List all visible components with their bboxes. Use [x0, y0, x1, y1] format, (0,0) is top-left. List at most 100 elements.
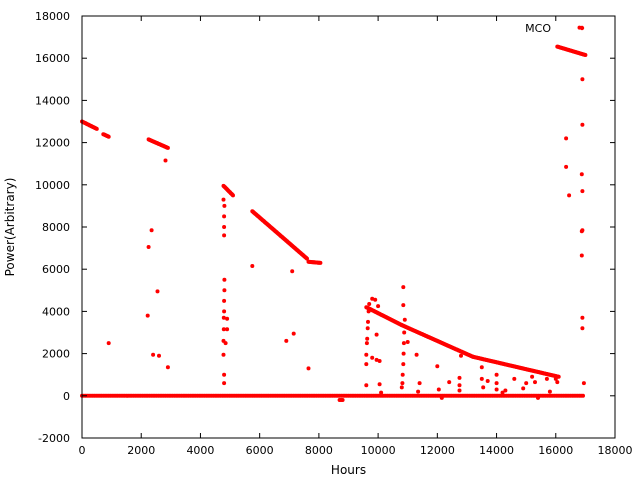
outlier-point [494, 381, 499, 386]
outlier-point [555, 380, 560, 385]
data-point [318, 260, 323, 265]
outlier-point [340, 398, 345, 402]
legend: MCO [525, 22, 585, 35]
outlier-point [222, 203, 227, 208]
outlier-point [151, 352, 156, 357]
outlier-point [225, 316, 230, 321]
outlier-point [157, 353, 161, 358]
outlier-point [400, 372, 405, 377]
outlier-point [379, 390, 384, 395]
outlier-point [222, 372, 227, 377]
x-tick-label: 16000 [538, 444, 573, 457]
outlier-point [365, 336, 370, 341]
outlier-point [567, 193, 572, 198]
outlier-point [222, 225, 227, 229]
y-tick-label: 16000 [35, 52, 70, 65]
outlier-point [436, 387, 441, 392]
outlier-point [221, 197, 226, 202]
outlier-point [416, 389, 421, 394]
outlier-point [222, 233, 227, 238]
outlier-point [553, 376, 558, 381]
outlier-point [291, 331, 296, 336]
outlier-point [370, 296, 375, 301]
y-tick-label: 14000 [35, 94, 70, 107]
outlier-point [533, 380, 537, 385]
outlier-point [485, 379, 490, 383]
outlier-point [222, 277, 227, 282]
data-point [583, 53, 588, 57]
outlier-point [579, 253, 584, 258]
outlier-point [222, 214, 227, 219]
outlier-point [165, 365, 170, 370]
outlier-point [547, 389, 552, 394]
outlier-point [481, 385, 486, 390]
outlier-point [221, 352, 226, 357]
y-tick-label: 12000 [35, 137, 70, 150]
outlier-point [503, 388, 508, 393]
outlier-point [401, 362, 406, 367]
outlier-point [459, 353, 463, 358]
outlier-point [366, 309, 371, 314]
outlier-point [222, 288, 227, 293]
outlier-point [221, 315, 226, 320]
outlier-point [290, 269, 295, 274]
outlier-point [365, 326, 370, 331]
x-tick-label: 10000 [361, 444, 396, 457]
outlier-point [306, 366, 311, 371]
y-tick-label: -2000 [38, 432, 70, 445]
x-tick-label: 12000 [420, 444, 455, 457]
x-tick-label: 18000 [598, 444, 633, 457]
outlier-point [521, 386, 526, 391]
outlier-point [564, 136, 569, 141]
outlier-point [250, 264, 255, 268]
outlier-point [222, 298, 227, 303]
outlier-point [402, 317, 407, 322]
x-tick-label: 4000 [186, 444, 214, 457]
outlier-point [377, 359, 382, 363]
outlier-point [149, 228, 154, 233]
outlier-point [106, 341, 111, 346]
outlier-point [479, 365, 484, 370]
outlier-point [222, 309, 227, 314]
y-tick-label: 2000 [42, 348, 70, 361]
outlier-point [366, 319, 370, 324]
data-point [231, 193, 235, 198]
outlier-point [284, 338, 289, 343]
data-point [556, 374, 561, 379]
outlier-point [222, 381, 227, 386]
outlier-point [414, 352, 419, 357]
x-tick-label: 8000 [305, 444, 333, 457]
outlier-point [145, 313, 150, 318]
axis-ticks-layer: 0 2000 4000 6000 8000 10000 12000 14000 16000 180… [35, 10, 633, 457]
outlier-point [530, 374, 535, 379]
data-point [305, 256, 309, 261]
outlier-point [494, 387, 499, 392]
outlier-point [401, 303, 406, 308]
outlier-point [402, 330, 407, 335]
outlier-point [457, 375, 462, 380]
outlier-point [435, 364, 440, 369]
data-point [94, 126, 99, 131]
outlier-point [405, 340, 410, 344]
outlier-point [155, 289, 160, 294]
outlier-point [524, 381, 529, 386]
outlier-point [364, 383, 369, 388]
outlier-point [580, 326, 585, 331]
outlier-point [544, 376, 549, 381]
outlier-point [579, 172, 584, 177]
y-tick-label: 10000 [35, 179, 70, 192]
x-tick-label: 2000 [127, 444, 155, 457]
baseline-point [581, 393, 585, 398]
outlier-point [364, 352, 369, 357]
outlier-point [564, 164, 569, 169]
outlier-point [580, 122, 585, 127]
x-tick-label: 0 [79, 444, 86, 457]
outlier-point [536, 395, 540, 400]
outlier-point [457, 383, 462, 388]
y-tick-label: 18000 [35, 10, 70, 23]
outlier-point [223, 341, 228, 346]
outlier-point [400, 381, 405, 386]
outlier-point [500, 390, 505, 395]
